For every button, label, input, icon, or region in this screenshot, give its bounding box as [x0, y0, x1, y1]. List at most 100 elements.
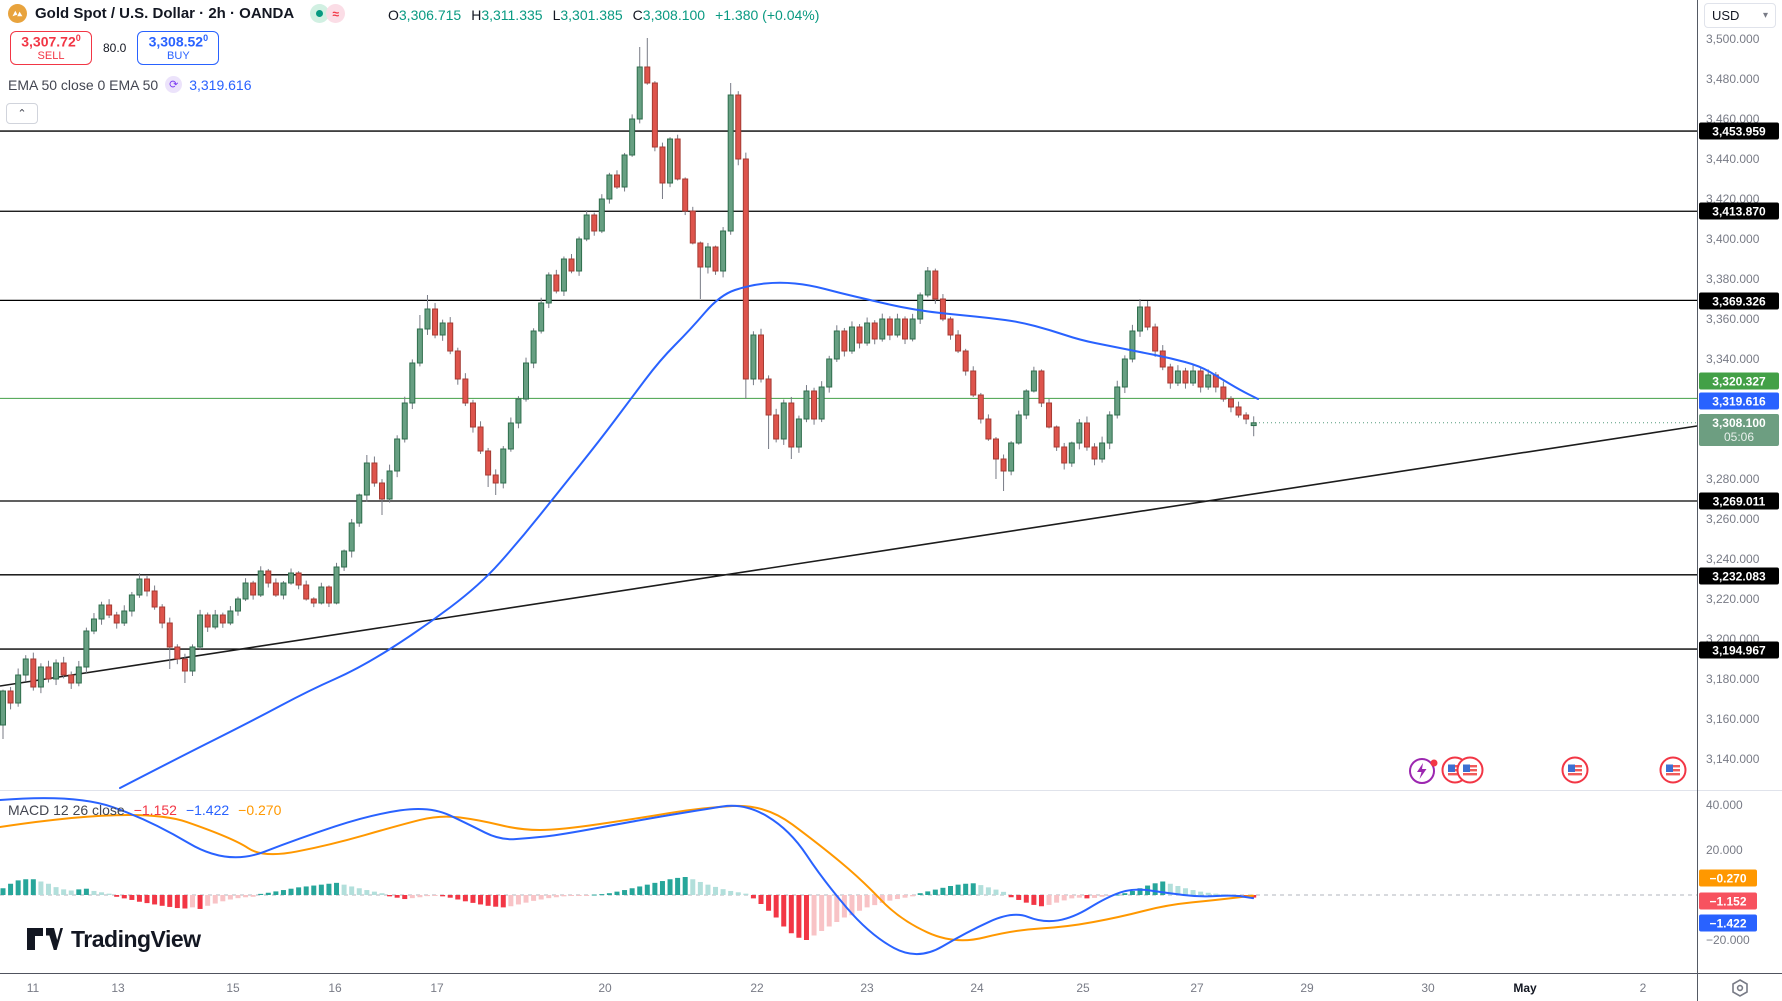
macd-value-badge: −1.152 — [1699, 892, 1757, 910]
macd-histogram-bar — [925, 891, 931, 895]
candle-down — [1243, 414, 1250, 420]
candle-up — [356, 494, 363, 524]
candle-up — [280, 582, 287, 596]
candle-up — [341, 550, 348, 568]
candle-down — [1235, 406, 1242, 416]
macd-histogram-bar — [1190, 890, 1196, 895]
candle-up — [1114, 386, 1121, 416]
symbol-title[interactable]: Gold Spot / U.S. Dollar · 2h · OANDA — [35, 5, 295, 22]
macd-histogram-bar — [394, 895, 400, 898]
macd-histogram-bar — [667, 879, 673, 895]
candle-down — [1061, 446, 1068, 464]
symbol-header[interactable]: Gold Spot / U.S. Dollar · 2h · OANDA ≈ — [8, 4, 346, 23]
currency-selector[interactable]: USD ▾ — [1704, 3, 1776, 28]
candle-up — [1137, 306, 1143, 332]
candle-up — [1190, 370, 1197, 384]
sell-button[interactable]: 3,307.720 SELL — [10, 31, 92, 65]
pane-separator[interactable] — [0, 790, 1782, 791]
economic-event-lightning-icon[interactable] — [1408, 755, 1442, 792]
macd-histogram-bar — [265, 892, 271, 895]
last-price-badge: 3,308.100 05:06 — [1699, 414, 1779, 446]
candle-down — [613, 174, 620, 188]
candle-down — [371, 462, 378, 484]
macd-histogram-bar — [1182, 888, 1188, 895]
candle-up — [363, 462, 370, 496]
candle-down — [462, 378, 469, 404]
macd-histogram-bar — [387, 895, 393, 897]
macd-line — [0, 797, 1254, 956]
axis-settings-icon[interactable] — [1728, 978, 1752, 998]
macd-histogram-bar — [258, 893, 264, 895]
macd-histogram-bar — [364, 890, 370, 895]
market-status[interactable]: ≈ — [310, 4, 346, 23]
us-flag-pair-icon[interactable] — [1440, 755, 1486, 790]
currency-value: USD — [1712, 8, 1740, 23]
macd-histogram-bar — [894, 895, 900, 900]
macd-histogram-bar — [114, 895, 120, 897]
macd-histogram-bar — [697, 881, 703, 895]
candle-up — [0, 690, 6, 726]
price-level-badge: 3,453.959 — [1699, 122, 1779, 140]
macd-legend[interactable]: MACD 12 26 close −1.152 −1.422 −0.270 — [8, 802, 290, 818]
macd-histogram-bar — [917, 893, 923, 895]
price-axis-tick: 3,260.000 — [1706, 512, 1760, 526]
candle-up — [333, 566, 340, 604]
macd-legend-value: −1.422 — [185, 802, 230, 818]
macd-histogram-bar — [144, 895, 150, 904]
price-level-badge: 3,232.083 — [1699, 567, 1779, 585]
time-axis-label: 16 — [328, 981, 342, 995]
candle-up — [795, 418, 802, 448]
time-axis-label: 30 — [1421, 981, 1435, 995]
macd-histogram-bar — [985, 887, 991, 895]
macd-histogram-bar — [766, 895, 772, 911]
candle-down — [432, 308, 439, 336]
price-level-badge: 3,369.326 — [1699, 292, 1779, 310]
macd-histogram-bar — [720, 889, 726, 895]
candle-down — [1053, 426, 1060, 448]
candle-up — [386, 470, 393, 500]
us-flag-icon[interactable] — [1658, 755, 1688, 790]
macd-histogram-bar — [1038, 895, 1044, 907]
buy-button[interactable]: 3,308.520 BUY — [137, 31, 220, 65]
price-axis-tick: 3,440.000 — [1706, 152, 1760, 166]
tradingview-logo[interactable]: TradingView — [26, 925, 201, 953]
candle-down — [250, 582, 257, 596]
macd-histogram-bar — [167, 895, 173, 907]
candle-up — [1174, 370, 1181, 384]
candle-up — [894, 318, 901, 336]
candle-up — [15, 674, 22, 704]
macd-histogram-bar — [356, 888, 362, 895]
macd-histogram-bar — [455, 895, 461, 900]
macd-histogram-bar — [675, 877, 681, 895]
candle-up — [1129, 330, 1136, 360]
macd-histogram-bar — [349, 886, 355, 895]
candle-down — [295, 572, 302, 586]
macd-value-badge: −1.422 — [1699, 914, 1757, 932]
us-flag-icon[interactable] — [1560, 755, 1590, 790]
macd-histogram-bar — [402, 895, 408, 900]
collapse-legend-button[interactable]: ⌃ — [6, 103, 38, 124]
macd-histogram-bar — [273, 891, 279, 895]
candle-down — [1227, 398, 1234, 408]
price-axis-tick: 3,340.000 — [1706, 352, 1760, 366]
macd-histogram-bar — [1129, 890, 1135, 895]
candle-down — [492, 474, 499, 484]
macd-histogram-bar — [864, 895, 870, 908]
price-axis-tick: 3,400.000 — [1706, 232, 1760, 246]
time-axis-label: 27 — [1190, 981, 1204, 995]
candle-up — [720, 230, 727, 272]
macd-histogram-bar — [1114, 894, 1120, 896]
ema-legend[interactable]: EMA 50 close 0 EMA 50 ⟳ 3,319.616 — [8, 76, 252, 93]
candle-down — [1083, 422, 1090, 448]
macd-histogram-bar — [750, 895, 756, 899]
refresh-icon[interactable]: ⟳ — [165, 76, 183, 93]
macd-histogram-bar — [963, 883, 969, 895]
candle-down — [1167, 366, 1174, 384]
candle-down — [174, 646, 181, 660]
candle-up — [227, 610, 234, 624]
candle-up — [128, 594, 135, 612]
macd-histogram-bar — [872, 895, 878, 906]
macd-histogram-bar — [99, 892, 105, 895]
macd-histogram-bar — [803, 895, 809, 940]
